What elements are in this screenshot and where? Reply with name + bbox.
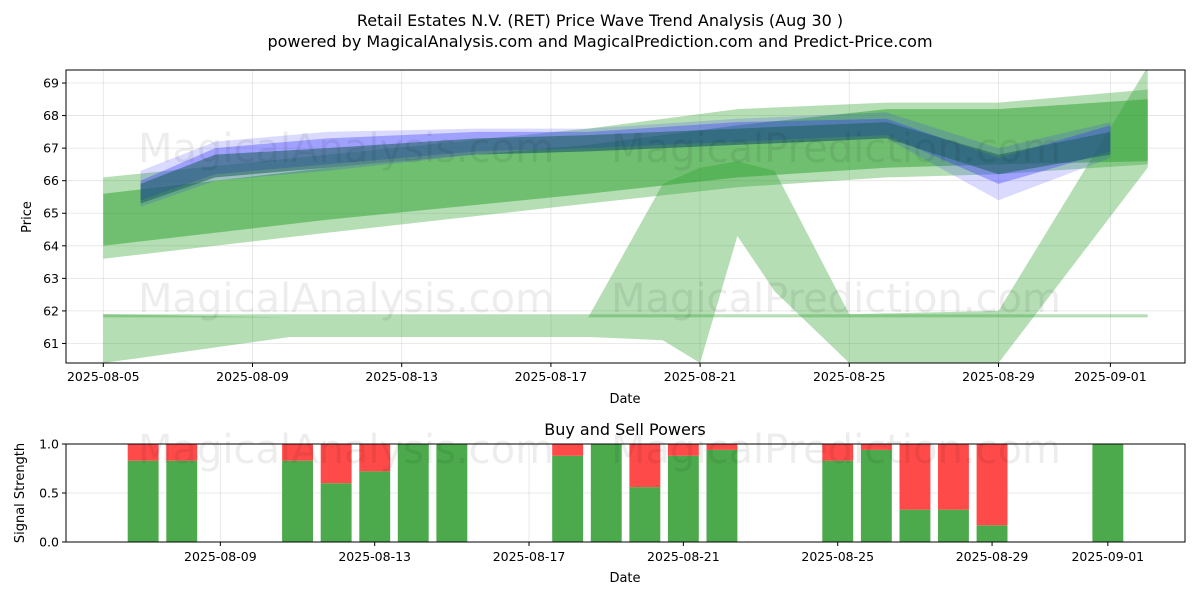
signal-y-tick-label: 1.0 xyxy=(39,437,59,452)
sell-bar xyxy=(127,444,159,461)
sell-bar xyxy=(552,444,584,456)
buy-bar xyxy=(320,483,352,542)
sell-bar xyxy=(166,444,198,461)
buy-bar xyxy=(436,444,468,542)
buy-bar xyxy=(976,525,1008,542)
signal-y-axis-label: Signal Strength xyxy=(13,443,28,543)
signal-chart-title: Buy and Sell Powers xyxy=(544,420,706,439)
price-y-tick-label: 63 xyxy=(43,271,59,286)
sell-bar xyxy=(359,444,391,472)
watermark-prediction-mid: MagicalPrediction.com xyxy=(611,276,1061,322)
sell-bar xyxy=(822,444,854,461)
price-y-tick-label: 61 xyxy=(43,336,59,351)
signal-x-tick-label: 2025-08-13 xyxy=(338,549,411,564)
sell-bar xyxy=(706,444,738,450)
buy-bar xyxy=(590,444,622,542)
signal-y-tick-label: 0.0 xyxy=(39,535,59,550)
price-x-tick-label: 2025-09-01 xyxy=(1074,369,1147,384)
signal-bars xyxy=(127,444,1124,542)
watermark-prediction-bottom: MagicalPrediction.com xyxy=(611,427,1061,473)
price-y-tick-label: 67 xyxy=(43,141,59,156)
signal-chart: Buy and Sell Powers MagicalAnalysis.com … xyxy=(13,420,1186,586)
price-x-axis-label: Date xyxy=(609,392,640,407)
buy-bar xyxy=(899,509,931,542)
watermark-prediction-top: MagicalPrediction.com xyxy=(611,126,1061,172)
price-y-ticks: 61 62 63 64 65 66 67 68 69 xyxy=(43,76,66,351)
price-band-green-1 xyxy=(103,70,1148,363)
sell-bar xyxy=(860,444,892,450)
chart-title: Retail Estates N.V. (RET) Price Wave Tre… xyxy=(357,11,843,30)
signal-x-axis-label: Date xyxy=(609,571,640,586)
buy-bar xyxy=(860,449,892,542)
watermark-analysis-top: MagicalAnalysis.com xyxy=(138,126,554,172)
buy-bar xyxy=(282,460,313,542)
price-y-tick-label: 68 xyxy=(43,108,59,123)
buy-bar xyxy=(706,449,738,542)
buy-bar xyxy=(938,509,969,542)
watermark-analysis-mid: MagicalAnalysis.com xyxy=(138,276,554,322)
buy-bar xyxy=(166,460,198,542)
price-y-tick-label: 65 xyxy=(43,206,59,221)
signal-x-tick-label: 2025-08-29 xyxy=(956,549,1029,564)
signal-x-tick-label: 2025-08-25 xyxy=(801,549,874,564)
price-x-ticks: 2025-08-05 2025-08-09 2025-08-13 2025-08-17… xyxy=(67,363,1147,384)
buy-bar xyxy=(667,455,699,542)
sell-bar xyxy=(320,444,352,484)
signal-x-tick-label: 2025-09-01 xyxy=(1071,549,1144,564)
price-x-tick-label: 2025-08-13 xyxy=(365,369,438,384)
signal-x-tick-label: 2025-08-09 xyxy=(184,549,257,564)
buy-bar xyxy=(629,487,661,542)
price-x-tick-label: 2025-08-25 xyxy=(813,369,886,384)
buy-bar xyxy=(127,460,159,542)
price-bands xyxy=(103,70,1148,363)
signal-x-ticks: 2025-08-09 2025-08-13 2025-08-17 2025-08-21… xyxy=(184,542,1144,564)
price-chart: MagicalAnalysis.com MagicalPrediction.co… xyxy=(20,69,1186,407)
signal-y-tick-label: 0.5 xyxy=(39,486,59,501)
price-band-green-0 xyxy=(103,314,1148,318)
price-y-tick-label: 66 xyxy=(43,173,59,188)
sell-bar xyxy=(938,444,969,510)
sell-bar xyxy=(976,444,1008,526)
sell-bar xyxy=(282,444,313,461)
price-y-tick-label: 62 xyxy=(43,303,59,318)
sell-bar xyxy=(629,444,661,488)
price-x-tick-label: 2025-08-17 xyxy=(515,369,588,384)
buy-bar xyxy=(359,471,391,542)
price-plot-frame xyxy=(65,69,1186,364)
price-x-tick-label: 2025-08-29 xyxy=(962,369,1035,384)
price-band-blue-5 xyxy=(140,118,1111,201)
price-x-tick-label: 2025-08-21 xyxy=(664,369,737,384)
signal-x-tick-label: 2025-08-17 xyxy=(493,549,566,564)
buy-bar xyxy=(552,455,584,542)
price-x-tick-label: 2025-08-09 xyxy=(216,369,289,384)
price-x-tick-label: 2025-08-05 xyxy=(67,369,140,384)
price-band-teal-6 xyxy=(140,122,1111,204)
signal-y-ticks: 0.0 0.5 1.0 xyxy=(39,437,66,550)
price-y-tick-label: 64 xyxy=(43,238,59,253)
buy-bar xyxy=(1092,444,1124,542)
watermark-analysis-bottom: MagicalAnalysis.com xyxy=(138,427,554,473)
sell-bar xyxy=(899,444,931,510)
buy-bar xyxy=(822,460,854,542)
price-y-tick-label: 69 xyxy=(43,76,59,91)
sell-bar xyxy=(667,444,699,456)
price-y-axis-label: Price xyxy=(20,201,35,233)
signal-x-tick-label: 2025-08-21 xyxy=(647,549,720,564)
chart-subtitle: powered by MagicalAnalysis.com and Magic… xyxy=(267,32,932,51)
buy-bar xyxy=(397,444,429,542)
